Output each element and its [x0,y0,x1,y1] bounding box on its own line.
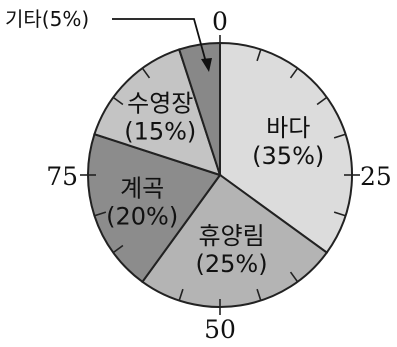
slice-percent-3: (15%) [124,117,196,145]
slice-name-1: 휴양림 [198,222,264,250]
tick-mark-3 [316,96,328,106]
tick-mark-1 [256,49,262,62]
callout-label: 기타(5%) [5,7,89,31]
tick-mark-13 [112,244,124,254]
pie-slice-0 [219,41,353,254]
tick-marks [80,35,360,315]
scale-label-25: 25 [360,162,392,191]
slice-name-3: 수영장 [127,89,193,117]
tick-mark-18 [141,67,151,79]
tick-mark-2 [289,67,299,79]
callout-arrowhead [201,58,212,72]
tick-mark-6 [333,211,346,217]
callout: 기타(5%) [5,7,212,72]
slice-labels: 바다(35%) 휴양림(25%) 계곡(20%) 수영장(15%) [106,89,324,278]
tick-mark-12 [141,271,151,283]
scale-label-50: 50 [204,315,236,344]
tick-mark-9 [256,288,262,301]
tick-mark-14 [94,211,107,217]
slice-percent-1: (25%) [196,250,268,278]
tick-mark-8 [289,271,299,283]
tick-mark-17 [112,96,124,106]
tick-mark-7 [316,244,328,254]
scale-labels: 0 25 50 75 [46,7,392,344]
callout-leader-line [112,18,208,67]
tick-mark-16 [94,133,107,139]
slice-percent-2: (20%) [106,202,178,230]
scale-label-0: 0 [212,7,228,36]
pie-slice-1 [141,173,329,308]
tick-mark-19 [178,49,184,62]
tick-mark-11 [178,288,184,301]
slice-percent-0: (35%) [252,142,324,170]
scale-label-75: 75 [46,162,78,191]
slice-name-0: 바다 [266,114,310,142]
slice-name-2: 계곡 [120,174,164,202]
tick-mark-4 [333,133,346,139]
